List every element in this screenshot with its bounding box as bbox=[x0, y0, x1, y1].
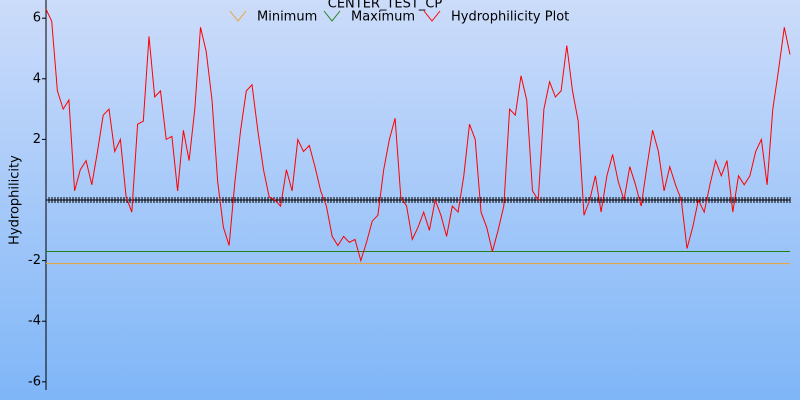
data-line bbox=[45, 8, 791, 263]
legend-label: Minimum bbox=[257, 10, 317, 25]
legend-icon bbox=[229, 10, 247, 22]
y-tick-label: -2 bbox=[28, 253, 41, 268]
y-tick-label: -6 bbox=[28, 374, 41, 389]
y-axis-label: Hydrophilicity bbox=[8, 155, 23, 245]
y-tick-label: 6 bbox=[33, 11, 41, 26]
y-tick-label: -4 bbox=[28, 314, 41, 329]
y-tick-label: 2 bbox=[33, 132, 41, 147]
legend-label: Maximum bbox=[351, 10, 415, 25]
chart-title: CENTER_TEST_CP bbox=[328, 0, 443, 12]
legend-icon bbox=[423, 10, 441, 22]
y-tick-label: 4 bbox=[33, 71, 41, 86]
legend-label: Hydrophilicity Plot bbox=[451, 10, 569, 25]
legend-icon bbox=[323, 10, 341, 22]
